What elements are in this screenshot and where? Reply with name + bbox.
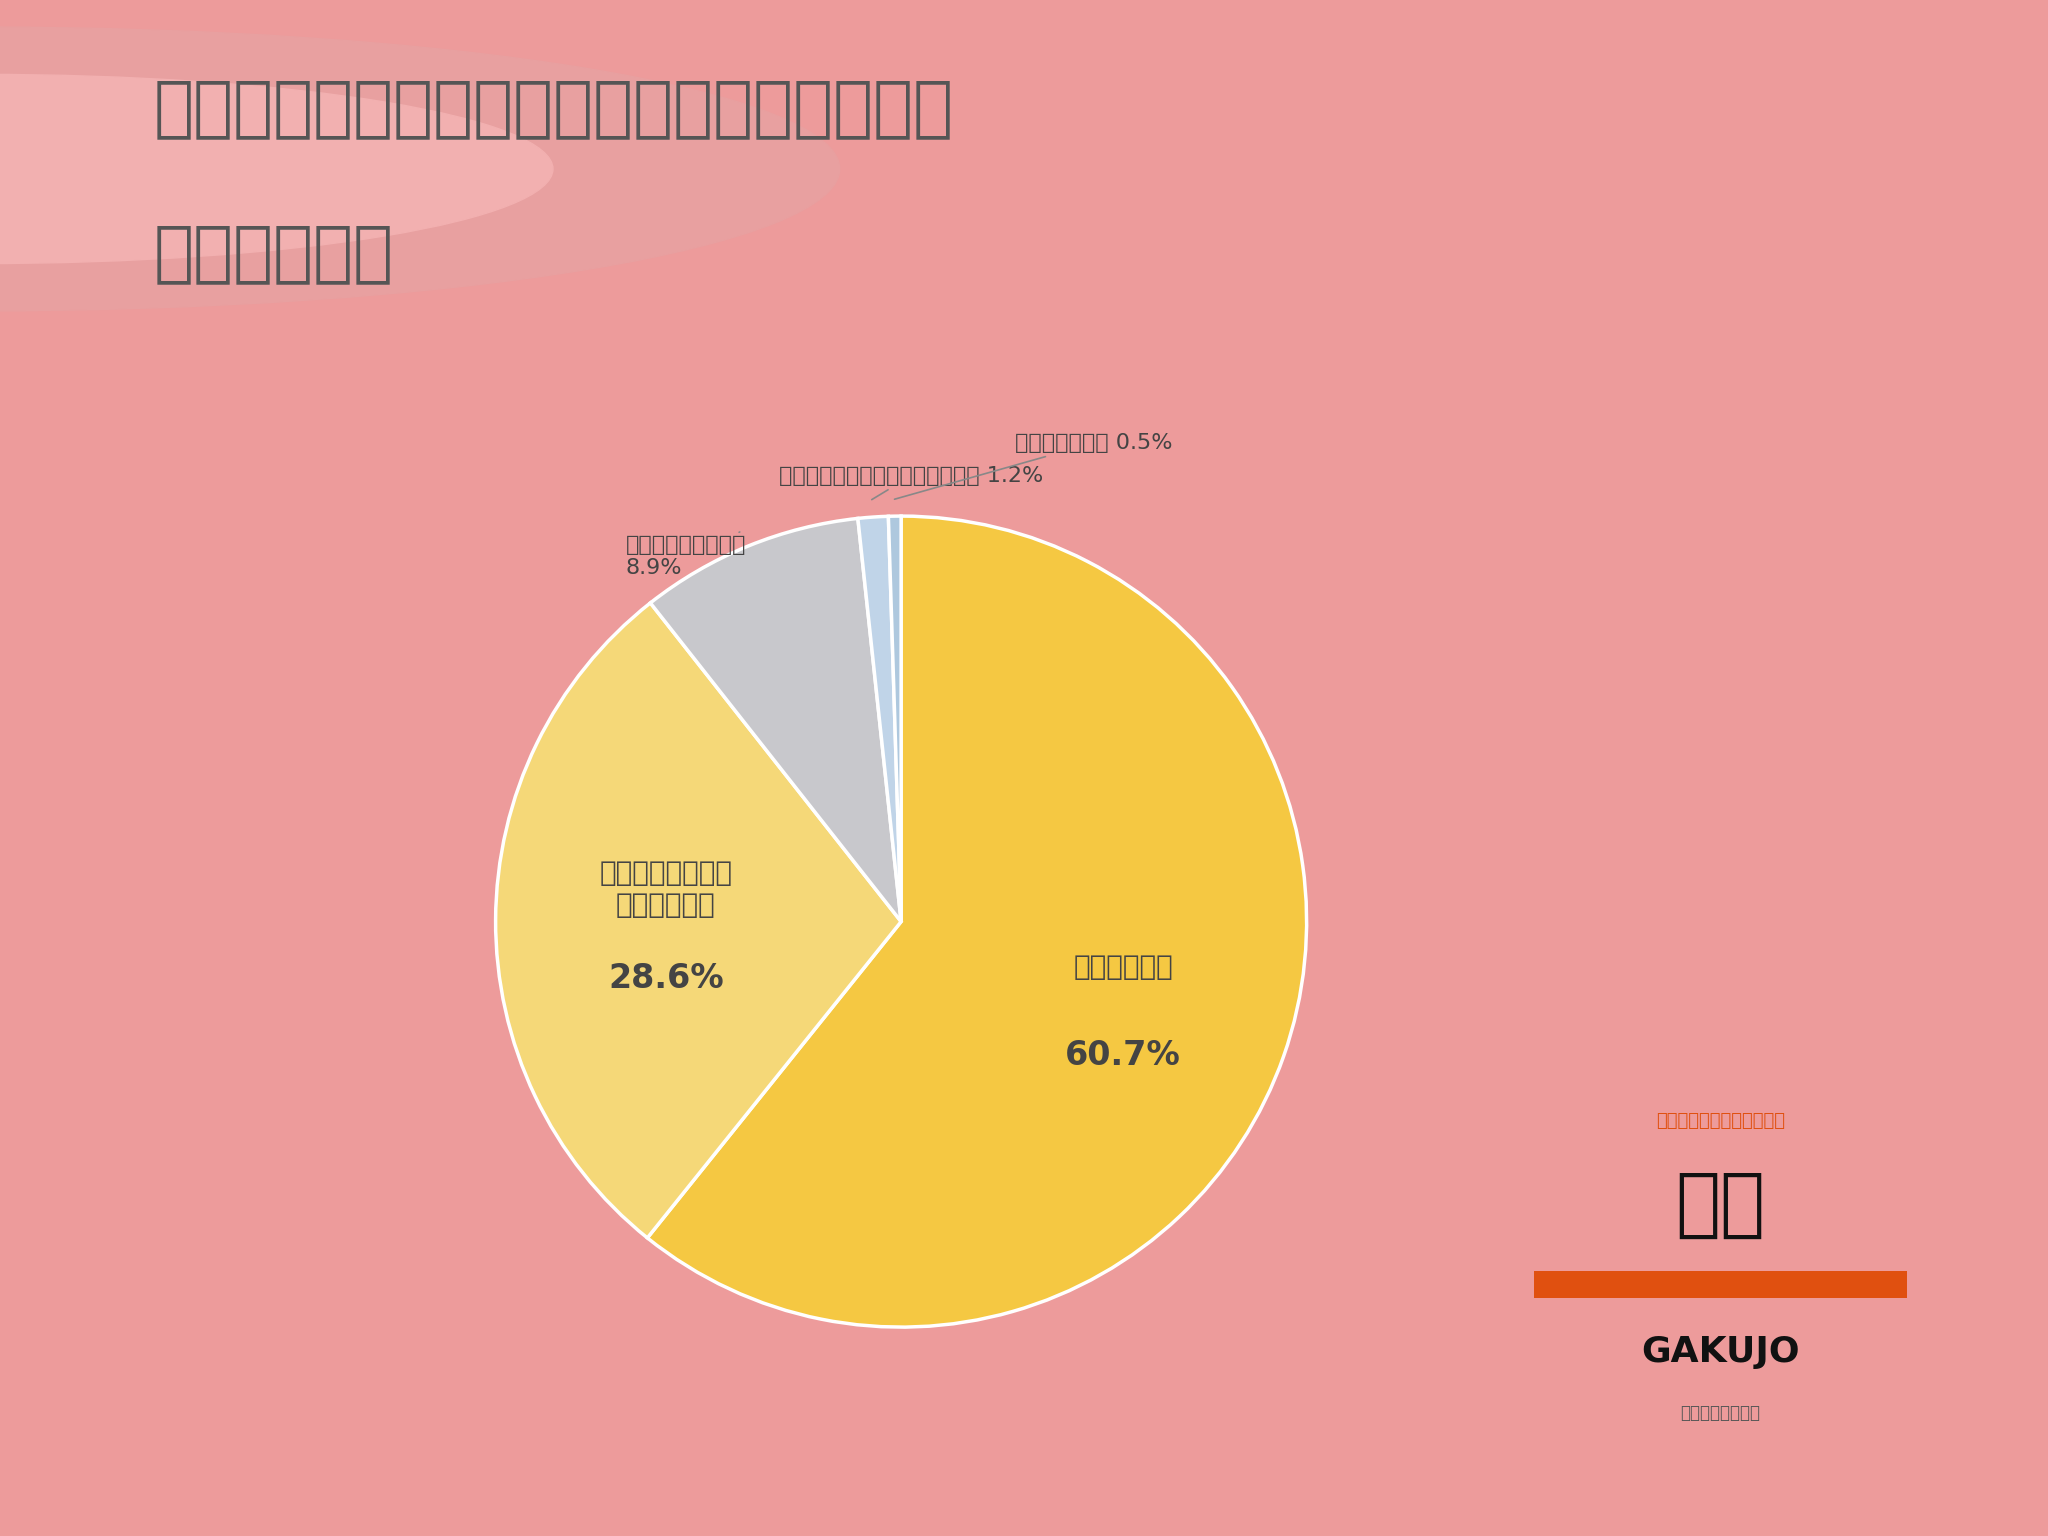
Text: 学情: 学情 <box>1675 1169 1765 1243</box>
Wedge shape <box>651 519 901 922</box>
Wedge shape <box>858 516 901 922</box>
Text: 60.7%: 60.7% <box>1065 1040 1182 1072</box>
Text: どちらかと言えば魅力を感じない 1.2%: どちらかと言えば魅力を感じない 1.2% <box>780 465 1044 499</box>
Text: つくるのは、未来の選択肢: つくるのは、未来の選択肢 <box>1657 1112 1784 1130</box>
Text: フレックスタイム制を導入する企業は魅力を: フレックスタイム制を導入する企業は魅力を <box>154 75 954 141</box>
Text: どちらとも言えない
8.9%: どちらとも言えない 8.9% <box>625 531 745 578</box>
Text: GAKUJO: GAKUJO <box>1640 1335 1800 1369</box>
Wedge shape <box>889 516 901 922</box>
Text: 感じますか？: 感じますか？ <box>154 221 393 286</box>
Bar <box>1534 1272 1907 1298</box>
Text: 魅力を感じない 0.5%: 魅力を感じない 0.5% <box>895 433 1171 499</box>
Text: 東証プライム上場: 東証プライム上場 <box>1679 1404 1761 1422</box>
Wedge shape <box>496 604 901 1238</box>
Circle shape <box>0 28 840 310</box>
Wedge shape <box>647 516 1307 1327</box>
Circle shape <box>0 74 553 264</box>
Text: 28.6%: 28.6% <box>608 962 723 995</box>
Text: どちらかと言えば
魅力を感じる: どちらかと言えば 魅力を感じる <box>600 859 733 920</box>
Text: 魅力を感じる: 魅力を感じる <box>1073 952 1174 982</box>
